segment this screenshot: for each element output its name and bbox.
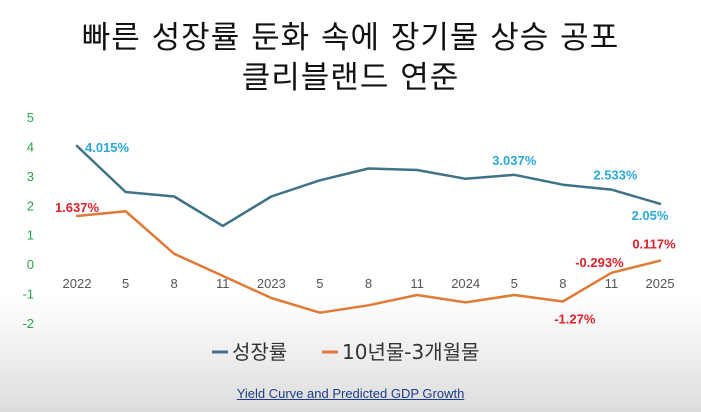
x-tick-label: 8: [559, 276, 566, 291]
y-tick-label: 3: [27, 169, 34, 184]
y-tick-label: -1: [22, 287, 34, 302]
legend-label-growth: 성장률: [232, 340, 287, 364]
data-label: 1.637%: [55, 200, 100, 215]
x-tick-label: 5: [511, 276, 518, 291]
y-tick-label: -2: [22, 316, 34, 331]
legend-label-spread: 10년물-3개월물: [342, 340, 479, 364]
y-tick-label: 4: [27, 139, 34, 154]
data-label: 0.117%: [632, 237, 676, 252]
chart-title-line2: 클리블랜드 연준: [241, 60, 460, 96]
yield-spread-line: [75, 209, 662, 314]
x-tick-label: 2023: [257, 276, 286, 291]
y-tick-label: 2: [27, 198, 34, 213]
x-tick-label: 5: [316, 276, 323, 291]
y-tick-label: 1: [27, 228, 34, 243]
chart-title-line1: 빠른 성장률 둔화 속에 장기물 상승 공포: [81, 20, 620, 56]
x-tick-label: 8: [365, 276, 372, 291]
x-tick-label: 8: [171, 276, 178, 291]
growth-rate-line: [75, 144, 662, 228]
y-tick-label: 5: [27, 110, 34, 125]
x-tick-label: 2024: [451, 276, 480, 291]
x-tick-label: 11: [605, 276, 619, 291]
data-label: 4.015%: [85, 140, 130, 155]
x-tick-label: 11: [410, 276, 424, 291]
data-label: -1.27%: [554, 312, 596, 327]
data-label: 3.037%: [492, 153, 537, 168]
x-tick-label: 11: [216, 276, 230, 291]
x-tick-label: 2025: [646, 276, 675, 291]
y-tick-label: 0: [27, 257, 34, 272]
data-label: 2.05%: [632, 208, 669, 223]
chart-caption[interactable]: Yield Curve and Predicted GDP Growth: [236, 386, 465, 401]
x-tick-label: 2022: [63, 276, 92, 291]
data-label: 2.533%: [593, 168, 638, 183]
line-chart: 5 4 3 2 1 0 -1 -2 2022 5 8 11 2023 5 8 11 2024 5 8 11 2025 4.…: [22, 110, 676, 364]
data-label: -0.293%: [575, 255, 624, 270]
x-tick-label: 5: [122, 276, 129, 291]
